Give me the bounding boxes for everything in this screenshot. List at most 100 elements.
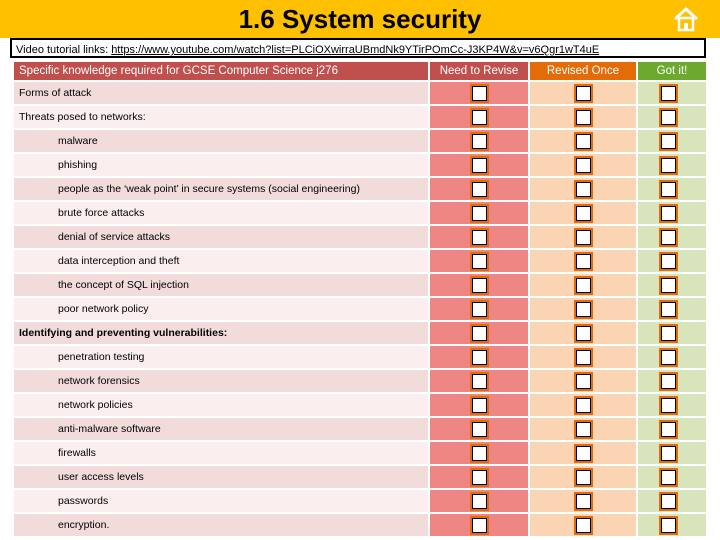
- table-row: network policies: [0, 394, 720, 416]
- revised-once-checkbox[interactable]: [574, 348, 593, 367]
- table-row: brute force attacks: [0, 202, 720, 224]
- need-to-revise-checkbox[interactable]: [470, 492, 489, 511]
- topic-label: Identifying and preventing vulnerabiliti…: [14, 322, 428, 344]
- need-to-revise-checkbox[interactable]: [470, 156, 489, 175]
- need-to-revise-checkbox[interactable]: [470, 252, 489, 271]
- video-link[interactable]: https://www.youtube.com/watch?list=PLCiO…: [111, 44, 600, 56]
- got-it-checkbox[interactable]: [659, 204, 678, 223]
- revised-once-checkbox[interactable]: [574, 204, 593, 223]
- need-to-revise-header: Need to Revise: [430, 62, 528, 80]
- topic-label: penetration testing: [14, 346, 428, 368]
- got-it-checkbox[interactable]: [659, 156, 678, 175]
- revised-once-checkbox[interactable]: [574, 156, 593, 175]
- got-it-checkbox[interactable]: [659, 468, 678, 487]
- got-it-checkbox[interactable]: [659, 300, 678, 319]
- got-it-checkbox[interactable]: [659, 180, 678, 199]
- got-it-checkbox[interactable]: [659, 516, 678, 535]
- topic-label: user access levels: [14, 466, 428, 488]
- got-it-checkbox[interactable]: [659, 420, 678, 439]
- video-link-bar: Video tutorial links: https://www.youtub…: [10, 38, 706, 58]
- revised-once-checkbox[interactable]: [574, 228, 593, 247]
- revised-once-checkbox[interactable]: [574, 444, 593, 463]
- revised-once-checkbox[interactable]: [574, 396, 593, 415]
- topic-label: network forensics: [14, 370, 428, 392]
- table-row: malware: [0, 130, 720, 152]
- revised-once-checkbox[interactable]: [574, 108, 593, 127]
- table-row: Identifying and preventing vulnerabiliti…: [0, 322, 720, 344]
- video-link-label: Video tutorial links:: [16, 44, 112, 56]
- table-row: Threats posed to networks:: [0, 106, 720, 128]
- topic-label: anti-malware software: [14, 418, 428, 440]
- revised-once-header: Revised Once: [530, 62, 636, 80]
- revised-once-checkbox[interactable]: [574, 516, 593, 535]
- table-row: data interception and theft: [0, 250, 720, 272]
- got-it-checkbox[interactable]: [659, 492, 678, 511]
- got-it-checkbox[interactable]: [659, 372, 678, 391]
- got-it-header: Got it!: [638, 62, 706, 80]
- got-it-checkbox[interactable]: [659, 132, 678, 151]
- table-row: people as the ‘weak point’ in secure sys…: [0, 178, 720, 200]
- got-it-checkbox[interactable]: [659, 276, 678, 295]
- revised-once-checkbox[interactable]: [574, 492, 593, 511]
- got-it-checkbox[interactable]: [659, 324, 678, 343]
- topic-label: phishing: [14, 154, 428, 176]
- table-row: penetration testing: [0, 346, 720, 368]
- topic-column-header: Specific knowledge required for GCSE Com…: [14, 62, 428, 80]
- got-it-checkbox[interactable]: [659, 348, 678, 367]
- table-row: Forms of attack: [0, 82, 720, 104]
- revised-once-checkbox[interactable]: [574, 324, 593, 343]
- topic-label: denial of service attacks: [14, 226, 428, 248]
- need-to-revise-checkbox[interactable]: [470, 348, 489, 367]
- need-to-revise-checkbox[interactable]: [470, 276, 489, 295]
- home-icon[interactable]: [672, 5, 700, 33]
- topic-label: passwords: [14, 490, 428, 512]
- revised-once-checkbox[interactable]: [574, 420, 593, 439]
- topic-label: encryption.: [14, 514, 428, 536]
- topic-label: people as the ‘weak point’ in secure sys…: [14, 178, 428, 200]
- topic-label: Threats posed to networks:: [14, 106, 428, 128]
- topic-label: the concept of SQL injection: [14, 274, 428, 296]
- revised-once-checkbox[interactable]: [574, 276, 593, 295]
- got-it-checkbox[interactable]: [659, 396, 678, 415]
- table-row: denial of service attacks: [0, 226, 720, 248]
- revised-once-checkbox[interactable]: [574, 468, 593, 487]
- need-to-revise-checkbox[interactable]: [470, 444, 489, 463]
- table-row: the concept of SQL injection: [0, 274, 720, 296]
- need-to-revise-checkbox[interactable]: [470, 516, 489, 535]
- table-row: encryption.: [0, 514, 720, 536]
- topic-label: brute force attacks: [14, 202, 428, 224]
- table-row: poor network policy: [0, 298, 720, 320]
- revised-once-checkbox[interactable]: [574, 372, 593, 391]
- need-to-revise-checkbox[interactable]: [470, 324, 489, 343]
- topic-label: network policies: [14, 394, 428, 416]
- need-to-revise-checkbox[interactable]: [470, 108, 489, 127]
- revised-once-checkbox[interactable]: [574, 132, 593, 151]
- topic-label: data interception and theft: [14, 250, 428, 272]
- need-to-revise-checkbox[interactable]: [470, 204, 489, 223]
- need-to-revise-checkbox[interactable]: [470, 468, 489, 487]
- table-row: firewalls: [0, 442, 720, 464]
- need-to-revise-checkbox[interactable]: [470, 300, 489, 319]
- need-to-revise-checkbox[interactable]: [470, 372, 489, 391]
- need-to-revise-checkbox[interactable]: [470, 84, 489, 103]
- topic-label: Forms of attack: [14, 82, 428, 104]
- need-to-revise-checkbox[interactable]: [470, 132, 489, 151]
- page-title: 1.6 System security: [238, 4, 482, 34]
- revised-once-checkbox[interactable]: [574, 84, 593, 103]
- need-to-revise-checkbox[interactable]: [470, 396, 489, 415]
- revised-once-checkbox[interactable]: [574, 180, 593, 199]
- table-row: passwords: [0, 490, 720, 512]
- revised-once-checkbox[interactable]: [574, 300, 593, 319]
- need-to-revise-checkbox[interactable]: [470, 420, 489, 439]
- need-to-revise-checkbox[interactable]: [470, 228, 489, 247]
- title-bar: 1.6 System security: [0, 0, 720, 38]
- need-to-revise-checkbox[interactable]: [470, 180, 489, 199]
- got-it-checkbox[interactable]: [659, 84, 678, 103]
- topic-label: malware: [14, 130, 428, 152]
- revised-once-checkbox[interactable]: [574, 252, 593, 271]
- table-row: network forensics: [0, 370, 720, 392]
- got-it-checkbox[interactable]: [659, 252, 678, 271]
- got-it-checkbox[interactable]: [659, 108, 678, 127]
- got-it-checkbox[interactable]: [659, 228, 678, 247]
- got-it-checkbox[interactable]: [659, 444, 678, 463]
